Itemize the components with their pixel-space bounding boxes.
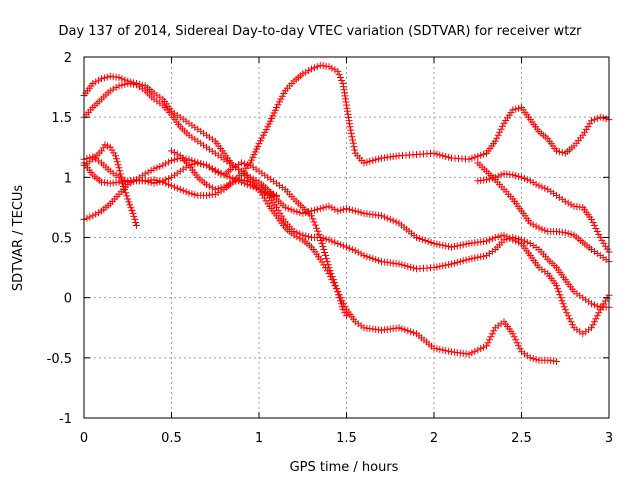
x-tick-label: 2 [430,431,438,446]
axis-ticks: 0 0.5 1 1.5 2 2.5 3 -1 -0.5 0 0.5 1 1.5 2 [47,51,614,446]
y-tick-label: 0 [64,292,72,307]
x-tick-label: 1 [255,431,263,446]
series-track-9 [474,159,613,266]
x-tick-label: 0.5 [161,431,182,446]
y-tick-label: 0.5 [51,232,72,247]
x-tick-label: 0 [80,431,88,446]
y-tick-label: 2 [64,51,72,66]
x-tick-label: 1.5 [336,431,357,446]
y-tick-label: 1.5 [51,111,72,126]
chart-title: Day 137 of 2014, Sidereal Day-to-day VTE… [58,24,582,39]
y-tick-label: 1 [64,171,72,186]
x-tick-label: 3 [605,431,613,446]
x-axis-label: GPS time / hours [290,460,399,475]
x-tick-label: 2.5 [511,431,532,446]
y-axis-label: SDTVAR / TECUs [11,185,26,292]
series-track-10 [168,147,280,201]
y-tick-label: -1 [59,412,72,427]
data-markers [474,159,613,266]
data-markers [168,147,280,201]
y-tick-label: -0.5 [47,352,72,367]
